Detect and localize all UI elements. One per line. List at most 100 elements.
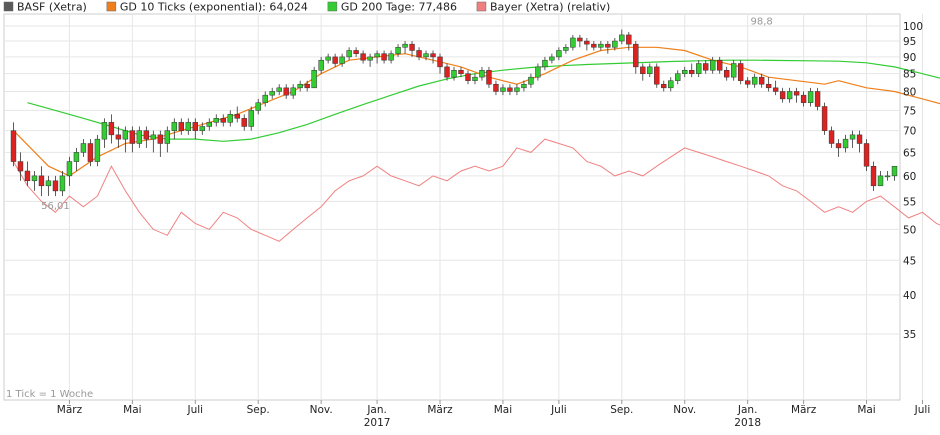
candle-body xyxy=(178,122,185,131)
candle-body xyxy=(73,152,80,162)
candle-body xyxy=(346,50,352,58)
legend-swatch xyxy=(3,1,14,12)
candle-body xyxy=(437,56,443,68)
y-tick-label: 60 xyxy=(903,171,916,183)
candle-body xyxy=(332,56,338,64)
candle-body xyxy=(793,91,800,96)
candle-body xyxy=(325,56,331,61)
x-tick-label: Mai xyxy=(494,404,512,416)
candle-body xyxy=(584,40,590,45)
candle-body xyxy=(353,50,359,54)
candle-body xyxy=(814,91,821,107)
candle-body xyxy=(234,114,240,119)
y-tick-label: 90 xyxy=(903,52,916,64)
candle-body xyxy=(675,73,681,81)
candle-body xyxy=(486,69,492,85)
candle-body xyxy=(87,143,94,162)
bayer-line xyxy=(13,138,940,242)
candle-body xyxy=(220,118,226,123)
candle-body xyxy=(849,134,856,140)
candle-body xyxy=(723,69,730,78)
legend-label: GD 10 Ticks (exponential): 64,024 xyxy=(120,1,308,14)
x-tick-label: Jan. xyxy=(737,404,758,416)
candle-body xyxy=(612,40,618,48)
candle-body xyxy=(241,118,247,127)
candle-body xyxy=(136,130,143,144)
candle-body xyxy=(430,53,436,58)
candle-body xyxy=(514,87,520,92)
y-tick-label: 80 xyxy=(903,86,916,98)
candle-body xyxy=(157,134,164,144)
legend-swatch xyxy=(327,1,338,12)
candle-body xyxy=(59,175,66,192)
y-tick-label: 45 xyxy=(903,255,916,267)
candle-body xyxy=(339,56,345,64)
x-tick-label: Juli xyxy=(914,404,931,416)
candle-body xyxy=(227,114,233,123)
basf-candles xyxy=(10,29,898,197)
candle-body xyxy=(290,87,296,96)
x-tick-label: Jan. xyxy=(366,404,387,416)
candle-body xyxy=(661,83,667,89)
candle-body xyxy=(94,138,101,162)
candle-body xyxy=(863,143,870,167)
candle-body xyxy=(779,91,786,100)
candle-body xyxy=(31,175,38,182)
candle-body xyxy=(703,63,709,71)
candle-body xyxy=(416,50,422,58)
candle-body xyxy=(758,76,765,85)
extreme-value-label: 56,01 xyxy=(41,201,70,212)
candle-body xyxy=(115,134,122,140)
candle-body xyxy=(472,76,478,81)
candle-body xyxy=(311,69,317,89)
x-tick-label: Nov. xyxy=(673,404,696,416)
candle-body xyxy=(24,170,31,182)
annotations: 98,8 56,01 xyxy=(41,17,773,213)
candle-body xyxy=(717,59,723,71)
candle-body xyxy=(360,53,366,61)
candle-body xyxy=(129,130,136,144)
y-tick-label: 85 xyxy=(903,69,916,81)
candle-body xyxy=(744,80,751,85)
x-tick-label: Juli xyxy=(186,404,203,416)
y-tick-label: 40 xyxy=(903,290,916,302)
candle-body xyxy=(80,143,87,153)
candle-body xyxy=(66,161,73,177)
candle-body xyxy=(108,122,115,136)
candle-body xyxy=(877,175,884,187)
candle-body xyxy=(556,50,562,58)
candle-body xyxy=(647,66,653,74)
candle-body xyxy=(577,37,583,42)
candle-body xyxy=(388,53,394,61)
candle-body xyxy=(821,106,828,131)
candle-body xyxy=(828,130,835,144)
candle-body xyxy=(122,130,129,140)
x-tick-label: Mai xyxy=(857,404,875,416)
candle-body xyxy=(479,69,485,78)
candle-body xyxy=(507,87,513,92)
candle-body xyxy=(528,76,534,85)
candle-body xyxy=(730,63,737,78)
candle-body xyxy=(458,69,464,74)
candle-body xyxy=(570,37,576,48)
candle-body xyxy=(381,53,387,61)
x-tick-label: März xyxy=(791,404,817,416)
candle-body xyxy=(856,134,863,144)
candle-body xyxy=(465,73,471,81)
candle-body xyxy=(213,118,219,123)
candle-body xyxy=(626,34,632,45)
candle-body xyxy=(765,83,772,89)
y-tick-label: 100 xyxy=(903,21,923,33)
candle-body xyxy=(710,59,716,71)
bayer-series-layer xyxy=(13,138,940,242)
x-tick-label: März xyxy=(427,404,453,416)
candle-body xyxy=(374,53,380,58)
candle-body xyxy=(640,66,646,74)
candle-body xyxy=(619,34,625,42)
candle-body xyxy=(52,180,59,192)
y-tick-label: 75 xyxy=(903,105,916,117)
candle-body xyxy=(283,87,289,96)
candle-body xyxy=(444,66,450,78)
